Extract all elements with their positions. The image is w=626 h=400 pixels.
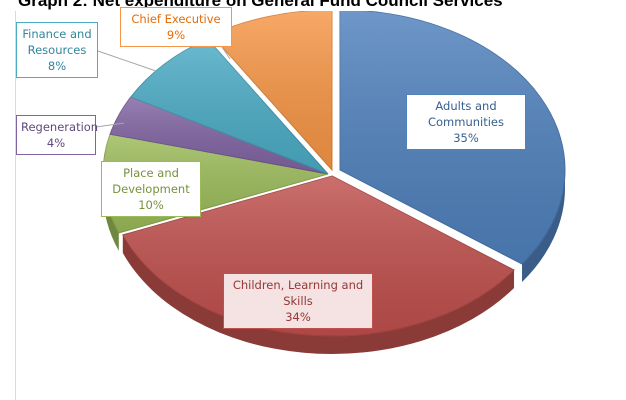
pie-slice-shading-4 <box>110 96 328 174</box>
leader-line-5 <box>97 50 157 72</box>
slice-label-3: Place and Development 10% <box>101 161 201 217</box>
leader-line-4 <box>95 122 125 128</box>
slice-label-text: Resources <box>27 43 87 57</box>
pie-wall-1 <box>522 170 565 283</box>
slice-label-6: Chief Executive 9% <box>120 7 232 47</box>
pie-slice-shading-2 <box>122 176 515 336</box>
slice-label-text: Place and <box>123 166 179 180</box>
slice-label-text: Chief Executive <box>131 12 221 26</box>
slice-label-percent: 4% <box>46 136 66 150</box>
slice-label-text: Development <box>112 182 190 196</box>
slice-label-5: Finance and Resources 8% <box>16 22 98 78</box>
slice-label-2: Children, Learning and Skills 34% <box>223 273 373 329</box>
slice-label-1: Adults and Communities 35% <box>406 94 526 150</box>
slice-label-percent: 9% <box>166 28 186 42</box>
pie-side-walls <box>103 170 565 354</box>
slice-label-percent: 8% <box>47 59 67 73</box>
pie-slice-shading-6 <box>211 11 332 170</box>
slice-label-percent: 10% <box>138 198 164 212</box>
slice-label-text: Adults and <box>435 99 497 113</box>
slice-label-text: Communities <box>427 115 504 129</box>
slice-label-text: Skills <box>283 294 313 308</box>
pie-wall-2 <box>122 234 515 354</box>
pie-wall-3 <box>103 174 119 251</box>
slice-label-text: Regeneration <box>21 120 99 134</box>
slice-label-percent: 34% <box>285 310 311 324</box>
chart-area: Adults and Communities 35% Children, Learni… <box>15 7 626 400</box>
slice-label-4: Regeneration 4% <box>16 115 99 155</box>
slice-label-text: Finance and <box>22 27 92 41</box>
pie-slice-shading-5 <box>130 38 328 174</box>
slice-label-text: Children, Learning and <box>232 278 364 292</box>
chart-title: Graph 2: Net expenditure on General Fund… <box>18 0 503 10</box>
slice-label-percent: 35% <box>453 131 479 145</box>
